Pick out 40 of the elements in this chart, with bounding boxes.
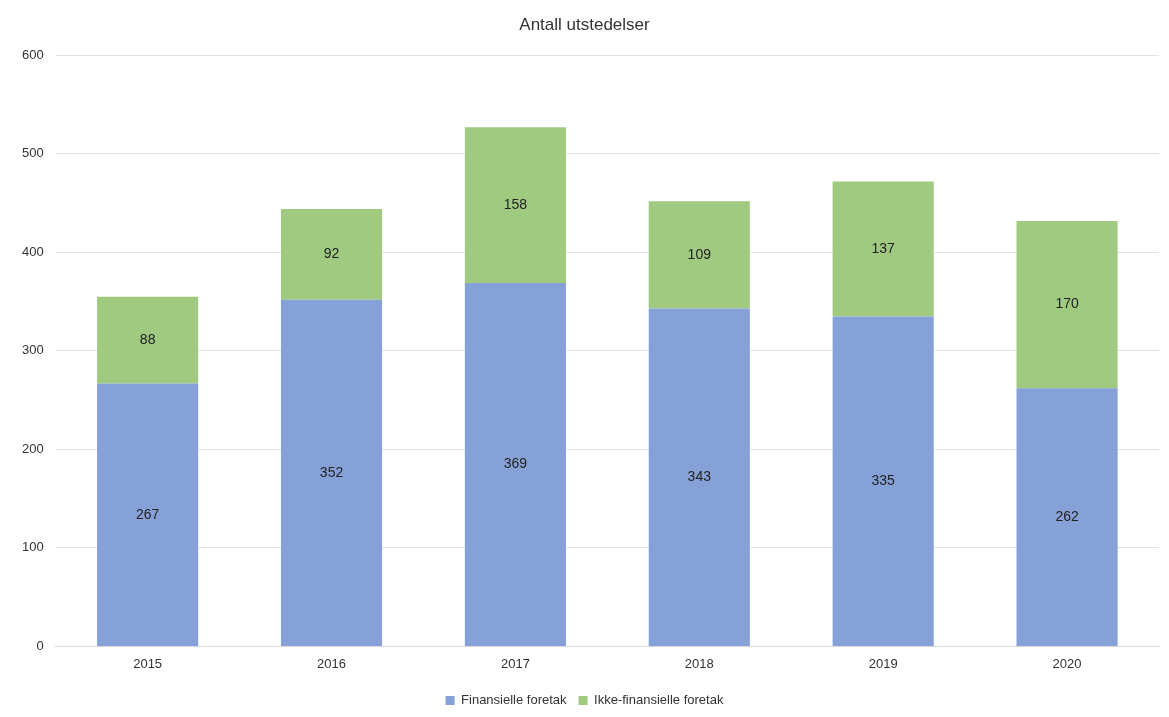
data-label: 88	[139, 330, 156, 347]
x-tick-label: 2020	[1052, 655, 1082, 671]
y-tick-label: 0	[36, 637, 44, 653]
bar	[1016, 220, 1118, 389]
bar	[832, 316, 934, 646]
bar	[832, 181, 934, 317]
y-tick-label: 400	[21, 243, 44, 259]
data-label: 158	[503, 195, 528, 212]
data-label: 262	[1055, 507, 1079, 524]
y-tick-label: 600	[21, 46, 44, 62]
bar	[1016, 388, 1118, 646]
y-tick-label: 500	[21, 145, 44, 161]
data-label: 267	[135, 505, 160, 522]
data-label: 335	[871, 472, 896, 489]
x-tick-label: 2017	[500, 655, 530, 671]
data-label: 352	[319, 463, 344, 480]
x-tick-label: 2019	[868, 655, 898, 671]
chart-title: Antall utstedelser	[519, 14, 651, 34]
bar	[648, 201, 750, 309]
y-tick-label: 100	[21, 539, 44, 555]
bar	[464, 282, 566, 646]
x-tick-label: 2016	[317, 655, 346, 671]
legend-label: Finansielle foretak	[461, 692, 568, 708]
bar	[97, 383, 199, 646]
data-label: 343	[687, 468, 712, 485]
data-label: 369	[503, 455, 528, 472]
y-tick-label: 200	[21, 440, 44, 456]
bar	[464, 127, 566, 283]
bar	[648, 308, 750, 646]
bar	[280, 209, 383, 300]
bar	[280, 299, 383, 646]
data-label: 137	[871, 239, 896, 256]
legend-label: Ikke-finansielle foretak	[594, 692, 724, 708]
bar	[97, 296, 199, 384]
data-label: 109	[687, 245, 712, 262]
data-label: 170	[1055, 295, 1079, 312]
x-tick-label: 2015	[133, 655, 163, 671]
x-tick-label: 2018	[684, 655, 714, 671]
data-label: 92	[323, 245, 340, 262]
y-tick-label: 300	[21, 342, 44, 358]
